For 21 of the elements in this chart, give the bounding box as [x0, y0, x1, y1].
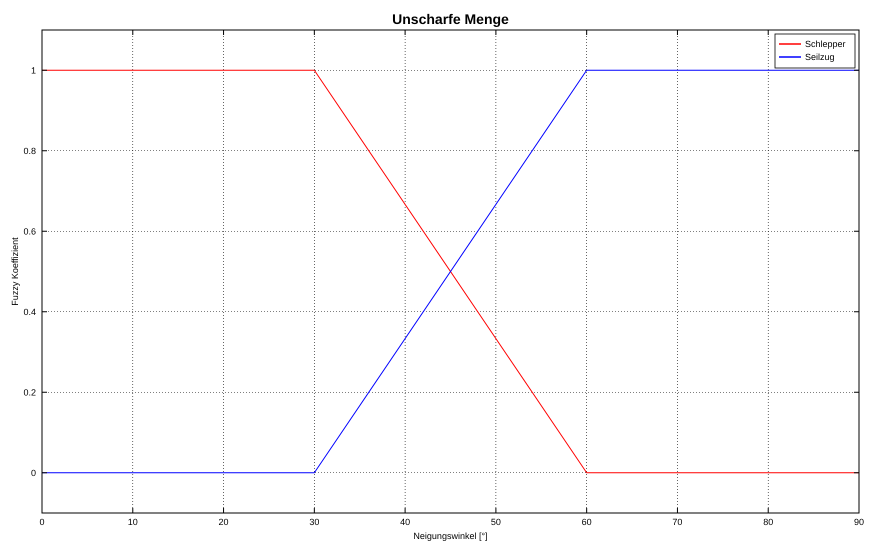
y-tick-label: 0.8 [23, 146, 36, 156]
y-tick-label: 0 [30, 468, 36, 478]
x-tick-label: 80 [763, 517, 774, 527]
y-tick-label: 0.4 [23, 306, 36, 317]
x-tick-label: 70 [672, 517, 682, 527]
chart-title: Unscharfe Menge [392, 11, 510, 27]
x-tick-label: 40 [400, 517, 410, 527]
y-tick-label: 0.6 [23, 226, 36, 236]
x-tick-label: 20 [218, 517, 229, 527]
x-tick-label: 50 [490, 517, 501, 527]
y-tick-label: 1 [30, 65, 36, 76]
x-tick-label: 0 [39, 517, 45, 527]
x-tick-label: 90 [854, 517, 864, 527]
legend-label: Schlepper [805, 39, 846, 49]
x-tick-label: 10 [128, 517, 138, 527]
legend-label: Seilzug [805, 52, 835, 62]
y-tick-label: 0.2 [23, 387, 36, 398]
y-axis-title: Fuzzy Koeffizient [10, 236, 20, 306]
x-tick-label: 60 [582, 517, 592, 527]
x-axis-title: Neigungswinkel [°] [413, 531, 488, 541]
x-tick-label: 30 [309, 517, 320, 527]
